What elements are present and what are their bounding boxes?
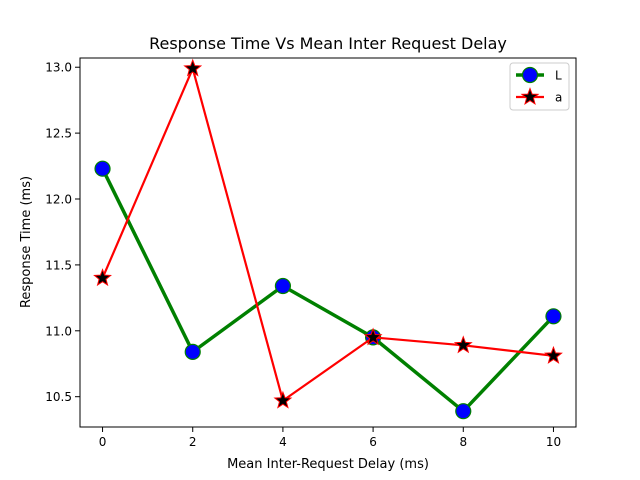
data-point-L [94, 160, 111, 177]
x-axis-label: Mean Inter-Request Delay (ms) [227, 457, 429, 472]
y-tick-label: 11.0 [45, 324, 72, 338]
series-line-L [100, 167, 555, 413]
data-point-a [93, 268, 112, 287]
data-point-L [184, 343, 201, 360]
legend: La [509, 62, 570, 111]
plot-frame [79, 57, 577, 428]
x-tick-label: 10 [546, 435, 561, 449]
x-tick-label: 0 [99, 435, 107, 449]
y-axis-label: Response Time (ms) [19, 176, 34, 308]
legend-marker-L [521, 66, 539, 84]
y-tick-label: 13.0 [45, 61, 72, 75]
legend-label-a: a [555, 91, 562, 105]
y-tick-label: 10.5 [45, 390, 72, 404]
series-line-a [101, 67, 554, 402]
y-tick-label: 11.5 [45, 258, 72, 272]
y-tick-label: 12.0 [45, 193, 72, 207]
data-point-a [544, 345, 563, 364]
data-point-a [453, 335, 473, 354]
x-tick-label: 8 [459, 435, 467, 449]
data-point-L [274, 277, 292, 295]
legend-label-L: L [555, 69, 562, 83]
data-point-L [545, 308, 562, 325]
data-point-a [183, 58, 203, 77]
data-point-a [273, 390, 293, 409]
plot-area [93, 58, 563, 420]
x-tick-label: 4 [279, 435, 287, 449]
data-point-L [455, 403, 472, 420]
x-tick-label: 2 [189, 435, 197, 449]
y-tick-label: 12.5 [45, 127, 72, 141]
legend-marker-a [520, 87, 540, 106]
chart-title: Response Time Vs Mean Inter Request Dela… [149, 34, 507, 53]
data-point-a [363, 327, 383, 346]
x-tick-label: 6 [369, 435, 377, 449]
axes: 0 2 4 6 8 10 10.5 11.0 11.5 12.0 12.5 13.0 [45, 57, 577, 449]
